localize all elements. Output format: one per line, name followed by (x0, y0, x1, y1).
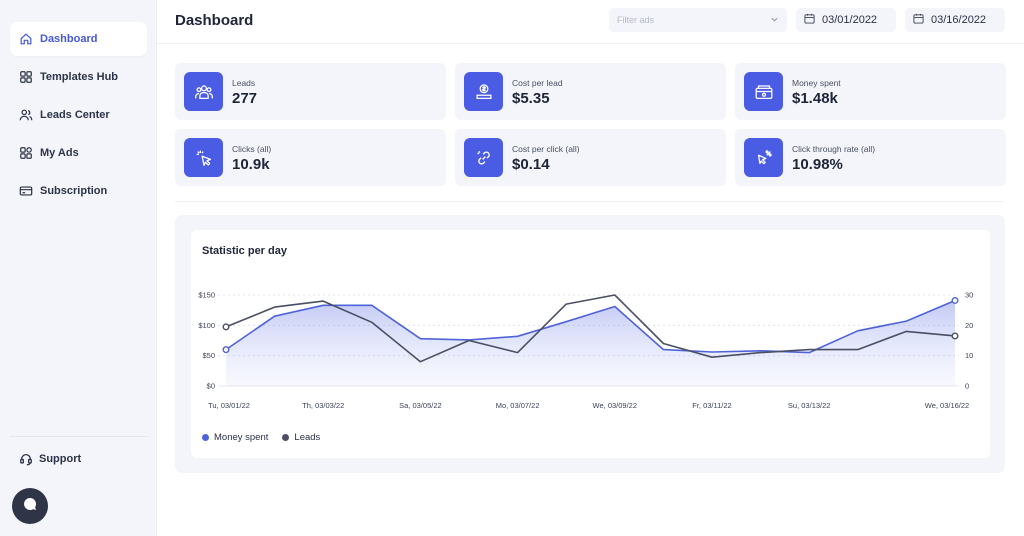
legend-label: Leads (294, 432, 321, 443)
link-icon (464, 138, 503, 177)
apps-icon (19, 146, 33, 160)
chat-button[interactable] (12, 488, 48, 524)
kpi-card-clicks: Clicks (all) 10.9k (175, 129, 446, 186)
cursor-click-icon (184, 138, 223, 177)
kpi-value: 277 (232, 90, 258, 107)
sidebar: Dashboard Templates Hub Leads Center My … (0, 0, 157, 536)
kpi-card-leads: Leads 277 (175, 63, 446, 120)
sidebar-item-templates-hub[interactable]: Templates Hub (10, 60, 147, 94)
support-divider (10, 436, 147, 437)
grid-icon (19, 70, 33, 84)
kpi-card-cost-per-lead: Cost per lead $5.35 (455, 63, 726, 120)
legend-item-money-spent[interactable]: Money spent (202, 432, 268, 443)
legend-dot (202, 434, 209, 441)
support-link[interactable]: Support (19, 452, 81, 466)
chart-card (191, 230, 990, 458)
kpi-label: Cost per lead (512, 78, 563, 88)
sidebar-nav: Dashboard Templates Hub Leads Center My … (10, 22, 147, 212)
kpi-label: Money spent (792, 78, 841, 88)
kpi-label: Leads (232, 78, 256, 88)
date-to-picker[interactable]: 03/16/2022 (905, 8, 1005, 32)
kpi-value: 10.98% (792, 156, 843, 173)
calendar-icon (913, 13, 931, 27)
sidebar-item-subscription[interactable]: Subscription (10, 174, 147, 208)
kpi-card-money-spent: Money spent $1.48k (735, 63, 1006, 120)
sidebar-item-my-ads[interactable]: My Ads (10, 136, 147, 170)
sidebar-item-label: Dashboard (40, 33, 98, 45)
money-icon (744, 72, 783, 111)
sidebar-item-label: Leads Center (40, 109, 110, 121)
calendar-icon (804, 13, 822, 27)
sidebar-item-label: Templates Hub (40, 71, 119, 83)
date-from-picker[interactable]: 03/01/2022 (796, 8, 896, 32)
chat-bubble-icon (22, 496, 38, 517)
legend-item-leads[interactable]: Leads (282, 432, 320, 443)
legend-dot (282, 434, 290, 441)
legend-label: Money spent (214, 432, 269, 443)
card-icon (19, 184, 33, 198)
page-title: Dashboard (175, 12, 254, 29)
chart-title: Statistic per day (202, 245, 287, 257)
sidebar-item-label: My Ads (40, 147, 79, 159)
kpi-card-click-through-rate: Click through rate (all) 10.98% (735, 129, 1006, 186)
kpi-value: 10.9k (232, 156, 270, 173)
leads-icon (184, 72, 223, 111)
kpi-label: Cost per click (all) (512, 144, 580, 154)
sidebar-item-label: Subscription (40, 185, 108, 197)
support-label: Support (39, 453, 82, 465)
header: Dashboard Filter ads 03/01/2022 03/16/20… (157, 0, 1024, 44)
home-icon (19, 32, 33, 46)
kpi-value: $1.48k (792, 90, 838, 107)
kpi-value: $5.35 (512, 90, 550, 107)
chevron-down-icon (770, 15, 779, 26)
date-to-value: 03/16/2022 (931, 14, 987, 26)
chart-legend: Money spent Leads (202, 432, 334, 443)
headset-icon (19, 452, 33, 466)
section-divider (175, 201, 1004, 202)
sidebar-item-leads-center[interactable]: Leads Center (10, 98, 147, 132)
kpi-card-cost-per-click: Cost per click (all) $0.14 (455, 129, 726, 186)
filter-ads-select[interactable]: Filter ads (609, 8, 787, 32)
cursor-percent-icon (744, 138, 783, 177)
users-icon (19, 108, 33, 122)
date-from-value: 03/01/2022 (822, 14, 878, 26)
kpi-label: Clicks (all) (232, 144, 272, 154)
filter-ads-placeholder: Filter ads (617, 15, 655, 25)
kpi-value: $0.14 (512, 156, 550, 173)
cost-per-lead-icon (464, 72, 503, 111)
kpi-label: Click through rate (all) (792, 144, 876, 154)
sidebar-item-dashboard[interactable]: Dashboard (10, 22, 147, 56)
